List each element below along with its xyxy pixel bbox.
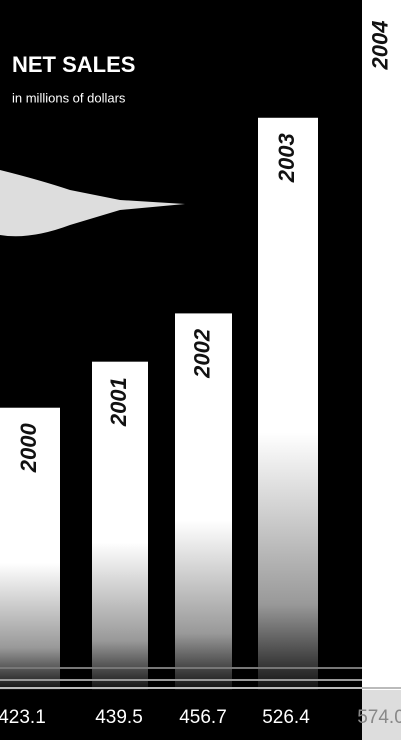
bar-year-label: 2002 [189,328,214,379]
bar [362,0,401,690]
hand-illustration [0,170,185,237]
bar-year-label: 2003 [274,133,299,183]
bar [0,407,60,690]
bar [92,361,148,690]
value-label: 526.4 [262,707,310,728]
chart-title: NET SALES [12,52,135,77]
bars [0,0,401,690]
bar-year-label: 2000 [16,422,41,473]
bar-year-label: 2004 [367,21,392,71]
chart-subtitle: in millions of dollars [12,90,126,105]
bar-year-label: 2001 [106,377,131,427]
bar [258,117,318,690]
value-label: 423.1 [0,707,46,728]
value-label: 456.7 [179,707,227,728]
background-strip [362,690,401,740]
value-label: 574.0 [357,707,401,728]
bar [175,313,232,690]
value-label: 439.5 [95,707,143,728]
